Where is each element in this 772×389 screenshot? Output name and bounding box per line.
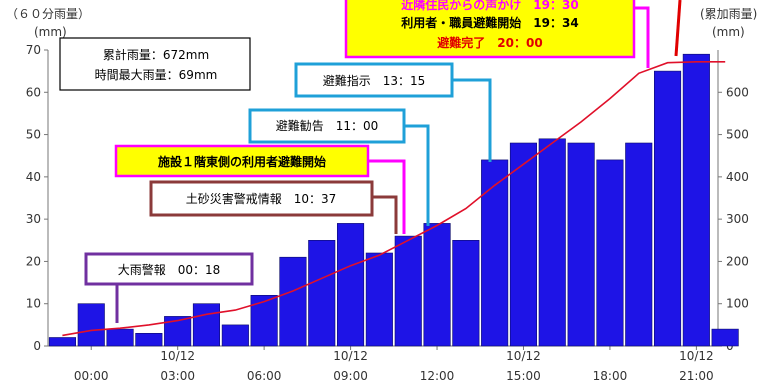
x-ticks: 00:00 10/12 03:00 06:00 10/12 09:00 12:00 10/12… [74, 346, 714, 383]
rain-bar [596, 159, 624, 347]
y-left-ticks: 0 10 20 30 40 50 60 70 [26, 43, 48, 353]
y-right-tick-label: 500 [726, 128, 749, 142]
y-left-tick-label: 60 [26, 85, 41, 99]
rain-bar [250, 294, 278, 347]
x-tick-time-label: 15:00 [506, 369, 541, 383]
y-right-title: (累加雨量) [700, 7, 757, 21]
evac-complete-text: 避難完了 20：00 [437, 35, 542, 50]
max-hourly-rainfall-text: 時間最大雨量：69mm [95, 68, 218, 82]
y-left-unit: (mm) [34, 25, 67, 39]
y-left-tick-label: 10 [26, 297, 41, 311]
x-tick-time-label: 09:00 [333, 369, 368, 383]
rain-bar [711, 328, 739, 347]
y-right-tick-label: 100 [726, 297, 749, 311]
x-tick-date-label: 10/12 [679, 349, 714, 363]
total-rainfall-text: 累計雨量：672mm [103, 47, 209, 62]
heavy-rain-warning-callout: 大雨警報 00：18 [84, 252, 254, 323]
y-right-tick-label: 400 [726, 170, 749, 184]
final-evacuation-callout: 近隣住民からの声かけ 19：30 利用者・職員避難開始 19：34 避難完了 2… [344, 0, 682, 68]
x-tick-time-label: 18:00 [593, 369, 628, 383]
rain-bar [192, 303, 220, 347]
x-tick-time-label: 12:00 [420, 369, 455, 383]
rain-bar [538, 138, 566, 347]
x-tick-time-label: 06:00 [247, 369, 282, 383]
evac-order-callout: 避難指示 13：15 [294, 62, 492, 162]
cumulative-rain-line [62, 61, 726, 337]
y-left-tick-label: 40 [26, 170, 41, 184]
summary-box: 累計雨量：672mm 時間最大雨量：69mm [59, 37, 251, 91]
x-tick-time-label: 21:00 [679, 369, 714, 383]
staff-evac-start-text: 利用者・職員避難開始 19：34 [401, 15, 578, 30]
rain-bar [48, 337, 77, 347]
x-tick-date-label: 10/12 [333, 349, 368, 363]
rain-bar [682, 53, 710, 347]
evac-advisory-callout: 避難勧告 11：00 [248, 108, 430, 226]
rain-bar [135, 332, 163, 347]
landslide-alert-text: 土砂災害警戒情報 10：37 [186, 191, 337, 206]
landslide-alert-callout: 土砂災害警戒情報 10：37 [149, 180, 398, 234]
evac-order-text: 避難指示 13：15 [323, 73, 426, 88]
rain-bar [423, 223, 451, 347]
rain-bar [567, 142, 595, 347]
x-tick-date-label: 10/12 [506, 349, 541, 363]
rain-bar [625, 142, 653, 347]
y-left-title: （６０分雨量） [6, 7, 90, 21]
rain-bar [365, 252, 393, 347]
facility-evacuation-text: 施設１階東側の利用者避難開始 [158, 154, 326, 169]
x-tick-time-label: 00:00 [74, 369, 109, 383]
rain-bars [48, 53, 739, 347]
heavy-rain-warning-text: 大雨警報 00：18 [118, 262, 221, 277]
y-left-tick-label: 70 [26, 43, 41, 57]
x-tick-date-label: 10/12 [160, 349, 195, 363]
y-left-tick-label: 20 [26, 254, 41, 268]
y-right-unit: (mm) [712, 25, 745, 39]
rain-bar [452, 240, 480, 347]
neighbor-call-text: 近隣住民からの声かけ 19：30 [401, 0, 578, 12]
rain-bar [106, 328, 134, 347]
y-left-tick-label: 50 [26, 128, 41, 142]
y-left-tick-label: 0 [33, 339, 41, 353]
y-right-tick-label: 300 [726, 212, 749, 226]
facility-evacuation-callout: 施設１階東側の利用者避難開始 [114, 144, 406, 234]
rain-bar [279, 256, 307, 347]
x-tick-time-label: 03:00 [160, 369, 195, 383]
y-left-tick-label: 30 [26, 212, 41, 226]
y-right-tick-label: 200 [726, 254, 749, 268]
rain-bar [336, 223, 365, 347]
rain-bar [221, 324, 249, 347]
rain-bar [509, 142, 538, 347]
rain-bar [481, 159, 509, 347]
evac-advisory-text: 避難勧告 11：00 [276, 118, 379, 133]
rain-bar [653, 70, 682, 347]
y-right-tick-label: 600 [726, 85, 749, 99]
rain-bar [308, 240, 336, 347]
rain-bar [77, 303, 105, 347]
rain-bar [394, 235, 422, 347]
